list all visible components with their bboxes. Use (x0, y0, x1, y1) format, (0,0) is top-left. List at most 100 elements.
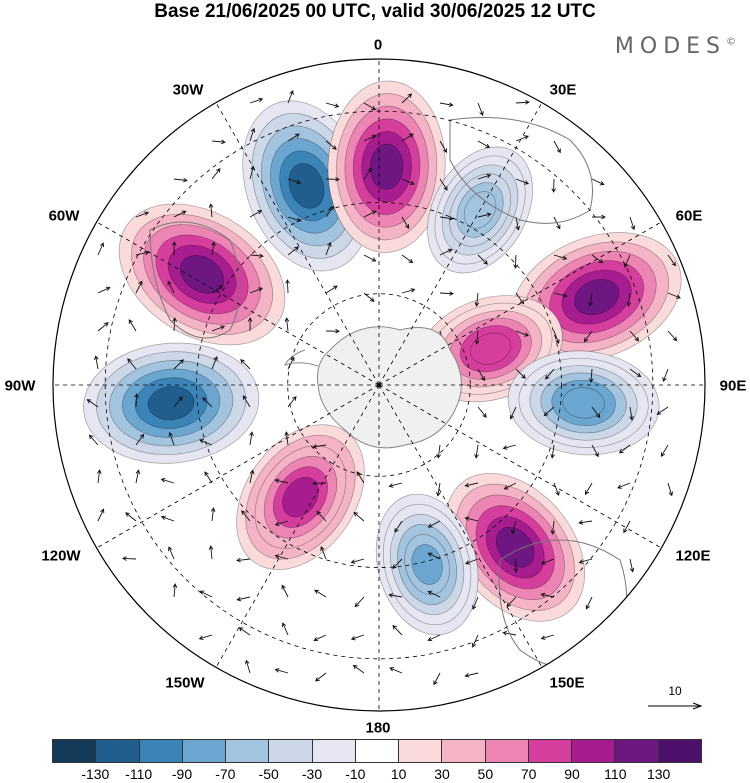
wind-vector-arrow (401, 178, 415, 185)
graticule (53, 59, 705, 711)
wind-vector-arrow (439, 102, 454, 107)
lon-label-150e: 150E (549, 674, 585, 692)
wind-vector-arrow (97, 508, 105, 522)
wind-vector-arrow (353, 511, 365, 522)
wind-vector-arrow (464, 516, 479, 522)
wind-vector-arrow (287, 246, 299, 256)
colorbar-segment (269, 740, 313, 762)
wind-vector-arrow (591, 178, 605, 186)
colorbar-tick-label: -70 (215, 766, 236, 782)
colorbar-segment (355, 740, 400, 762)
wind-vector-arrow (210, 507, 216, 522)
wind-vector-arrow (550, 444, 555, 459)
wind-vector-arrow (578, 558, 593, 564)
wind-vector-arrow (274, 668, 289, 674)
lon-label-150w: 150W (165, 674, 205, 692)
colorbar-segment (442, 740, 486, 762)
wind-vector-arrow (553, 292, 568, 298)
meridian-line (215, 102, 380, 386)
wind-vector-arrow (515, 292, 525, 305)
wind-vector-arrow (312, 480, 327, 486)
wind-vector-arrow (515, 135, 529, 142)
wind-vector-arrow (284, 317, 290, 332)
wind-vector-arrow (281, 584, 289, 598)
wind-vector-arrow (325, 140, 337, 150)
wind-vector-arrow (208, 203, 214, 218)
wind-vector-arrow (515, 178, 530, 185)
wind-vector-arrow (249, 431, 254, 446)
wind-vector-arrow (591, 406, 601, 419)
wind-vector-arrow (477, 212, 492, 218)
wind-vector-arrow (211, 139, 226, 145)
colorbar-tick-label: -90 (171, 766, 193, 782)
lon-label-0: 0 (373, 36, 383, 54)
wind-vector-arrow (427, 520, 441, 528)
wind-vector-arrow (287, 216, 302, 223)
colorbar-segment (572, 740, 616, 762)
anomaly-contour (288, 163, 325, 209)
meridian-line (378, 221, 662, 386)
wind-vector-arrow (350, 558, 365, 564)
wind-vector-arrow (433, 672, 441, 686)
wind-vector-arrow (204, 471, 213, 484)
wind-vector-arrow (284, 431, 290, 446)
wind-vector-arrow (168, 546, 175, 560)
south-america-coastline (149, 221, 241, 339)
wind-vector-arrow (363, 210, 377, 218)
wind-vector-arrow (173, 396, 183, 408)
wind-vector-arrow (667, 330, 678, 342)
wind-vector-arrow (511, 520, 517, 535)
wind-vector-arrow (401, 93, 413, 104)
wind-vector-arrow (588, 368, 594, 383)
wind-vector-arrow (96, 469, 102, 484)
colorbar-segment (139, 740, 183, 762)
modes-logo: MODES© (615, 34, 736, 59)
wind-vector-arrow (667, 254, 676, 267)
wind-vector-arrow (660, 444, 669, 458)
wind-vector-arrow (629, 368, 642, 378)
wind-vector-arrow (427, 634, 441, 642)
wind-vector-arrow (167, 280, 175, 294)
wind-vector-arrow (543, 406, 555, 417)
wind-vector-arrow (127, 358, 137, 370)
wind-vector-arrow (474, 444, 479, 459)
wind-vector-arrow (325, 177, 340, 182)
wind-vector-arrow (363, 167, 372, 180)
wind-vector-arrow (249, 97, 264, 104)
colorbar-tick-label: 130 (646, 766, 671, 782)
wind-vector-arrow (242, 395, 251, 408)
wind-vector-arrow (363, 102, 377, 111)
negative-anomaly-center (375, 493, 479, 636)
wind-vector-arrow (122, 556, 137, 561)
negative-anomaly-center (427, 146, 533, 274)
colorbar-tick-label: -110 (125, 766, 153, 782)
south-pole-marker (377, 383, 381, 387)
wind-vector-arrow (97, 286, 111, 294)
meridian-line (96, 221, 380, 386)
wind-vector-arrow (325, 285, 338, 294)
wind-vector-arrow (325, 205, 334, 218)
anomaly-contour (369, 143, 404, 190)
logo-mark: © (726, 36, 736, 48)
wind-vector-arrow (354, 596, 365, 608)
wind-vector-arrow (236, 596, 251, 602)
colorbar (52, 739, 702, 763)
wind-vector-arrow (97, 242, 105, 256)
wind-vector-arrow (578, 520, 593, 525)
wind-vector-arrow (249, 253, 264, 259)
wind-vector-arrow (173, 177, 188, 183)
colorbar-segment (615, 740, 659, 762)
wind-vector-arrow (629, 558, 635, 573)
wind-vector-arrow (515, 368, 526, 379)
wind-vector-arrow (363, 254, 377, 262)
wind-vector-arrow (585, 596, 593, 610)
wind-vector-arrow (240, 359, 251, 370)
vector-reference-arrow (648, 702, 703, 710)
meridian-line (378, 384, 543, 668)
lon-label-90w: 90W (4, 377, 36, 395)
wind-vector-arrow (171, 241, 177, 256)
lon-label-30e: 30E (549, 81, 577, 99)
wind-vector-arrow (553, 140, 561, 154)
wind-vector-arrow (477, 406, 487, 418)
wind-vector-arrow (553, 254, 568, 261)
